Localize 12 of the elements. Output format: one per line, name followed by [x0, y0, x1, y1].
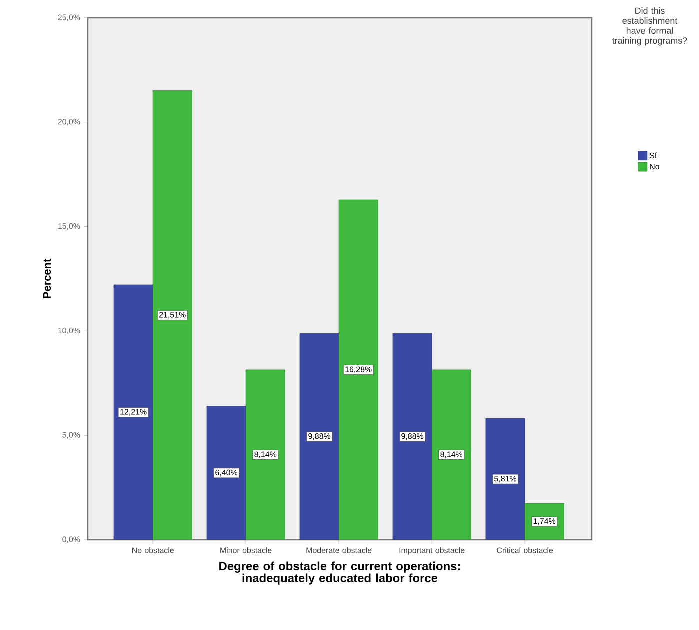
x-axis-title: Degree of obstacle for current operations: inadequately educated labor force: [220, 562, 460, 585]
bar: [486, 418, 526, 540]
bar: [114, 284, 154, 540]
bar: [246, 370, 286, 540]
bar: [392, 333, 432, 540]
legend-title: Did this establishment have formal training programs?: [612, 8, 688, 46]
bar: [338, 200, 378, 540]
bar: [300, 333, 340, 540]
bar: [152, 90, 192, 540]
bar: [206, 406, 246, 540]
y-axis-title: Percent: [43, 259, 52, 298]
bar: [432, 370, 472, 540]
